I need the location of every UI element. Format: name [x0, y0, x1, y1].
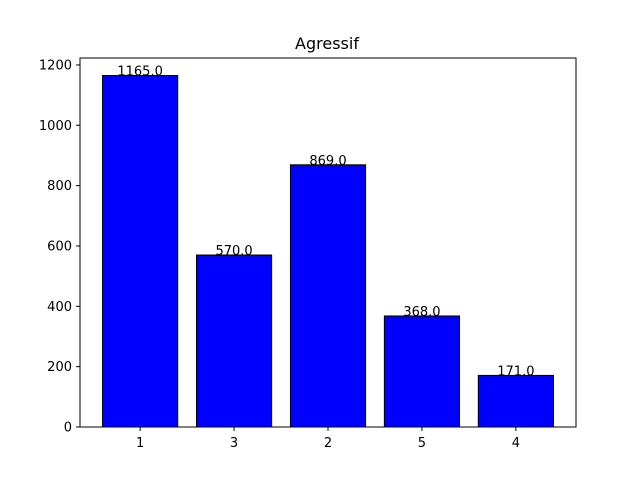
bar-1	[102, 74, 179, 428]
bars-layer	[102, 74, 554, 428]
y-tick-label-1200: 1200	[39, 58, 72, 73]
x-tick-label-4: 4	[512, 436, 520, 451]
bar-2	[289, 164, 367, 428]
x-tick-label-2: 2	[324, 436, 332, 451]
y-tick-label-0: 0	[64, 421, 72, 436]
y-tick-label-200: 200	[47, 360, 72, 375]
data-labels-layer: 1165.0 570.0 869.0 368.0 171.0	[117, 64, 534, 379]
axes-layer: 0 200 400 600 800 1000 1200 1 3 2 5 4	[39, 57, 577, 451]
y-tick-label-1000: 1000	[39, 119, 72, 134]
y-tick-label-400: 400	[47, 300, 72, 315]
bar-5	[383, 315, 461, 428]
data-label-4: 171.0	[497, 364, 534, 379]
bar-3	[195, 254, 273, 428]
x-tick-label-1: 1	[136, 436, 144, 451]
y-tick-label-800: 800	[47, 179, 72, 194]
bar-4	[477, 374, 554, 428]
y-tick-label-600: 600	[47, 239, 72, 254]
data-label-3: 570.0	[215, 244, 252, 259]
data-label-1: 1165.0	[117, 64, 163, 79]
data-label-2: 869.0	[309, 154, 346, 169]
chart-title: Agressif	[295, 34, 359, 53]
data-label-5: 368.0	[403, 305, 440, 320]
x-tick-label-3: 3	[230, 436, 238, 451]
x-tick-label-5: 5	[418, 436, 426, 451]
